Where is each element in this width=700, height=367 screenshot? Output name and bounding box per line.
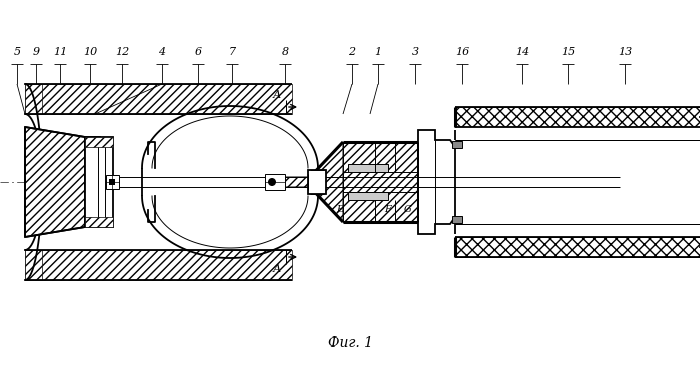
Bar [452, 141, 462, 148]
Text: 11: 11 [53, 47, 67, 57]
Text: 14: 14 [515, 47, 529, 57]
Polygon shape [25, 250, 292, 280]
Polygon shape [85, 217, 113, 227]
Text: 16: 16 [455, 47, 469, 57]
Text: 15: 15 [561, 47, 575, 57]
Bar [109, 179, 115, 185]
Polygon shape [418, 130, 455, 234]
Text: 13: 13 [618, 47, 632, 57]
Text: 12: 12 [115, 47, 129, 57]
Polygon shape [25, 127, 100, 237]
Text: А: А [273, 264, 281, 274]
Circle shape [268, 178, 276, 186]
Text: 4: 4 [158, 47, 166, 57]
Text: 9: 9 [32, 47, 40, 57]
Bar [85, 137, 113, 227]
Bar [106, 175, 119, 189]
Bar [348, 164, 388, 172]
Bar [25, 114, 292, 250]
Text: 2: 2 [349, 47, 356, 57]
Text: Фиг. 1: Фиг. 1 [328, 336, 372, 350]
Text: А: А [273, 90, 281, 100]
Bar [452, 216, 462, 223]
Text: 10: 10 [83, 47, 97, 57]
Bar [308, 170, 326, 194]
Polygon shape [273, 142, 343, 222]
Text: 7: 7 [228, 47, 236, 57]
Bar [265, 174, 285, 190]
Text: G: G [404, 204, 412, 214]
Polygon shape [455, 107, 700, 127]
Text: 5: 5 [13, 47, 20, 57]
Polygon shape [25, 84, 42, 114]
Text: E: E [337, 204, 344, 214]
Bar [343, 142, 418, 222]
Text: F: F [384, 204, 391, 214]
Text: 6: 6 [195, 47, 202, 57]
Bar [455, 127, 700, 237]
Polygon shape [25, 84, 292, 114]
Text: 3: 3 [412, 47, 419, 57]
Polygon shape [25, 250, 42, 280]
Polygon shape [85, 137, 113, 147]
Polygon shape [455, 237, 700, 257]
Bar [348, 192, 388, 200]
Text: 8: 8 [281, 47, 288, 57]
Text: 1: 1 [374, 47, 382, 57]
